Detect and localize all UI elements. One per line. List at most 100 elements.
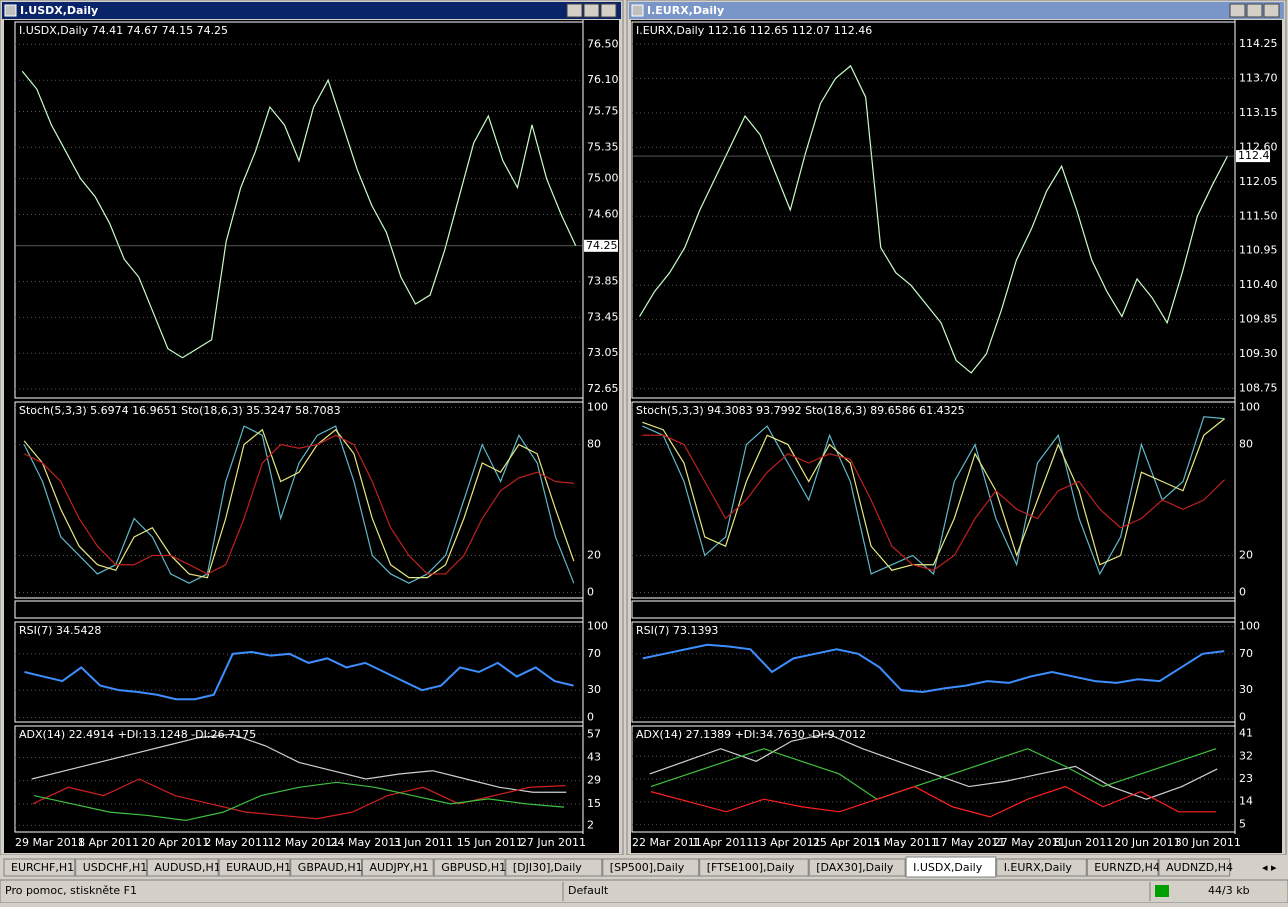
tab-label: [DAX30],Daily [816,861,894,874]
y-tick-label: 113.70 [1239,71,1278,84]
tab-label: [SP500],Daily [610,861,685,874]
x-tick-label: 27 Jun 2011 [520,836,586,849]
y-tick-label: 75.00 [587,172,619,185]
panel [14,621,584,723]
status-traffic: 44/3 kb [1208,884,1250,897]
y-tick-label: 57 [587,727,601,740]
y-tick-label: 15 [587,797,601,810]
y-tick-label: 0 [1239,710,1246,723]
indicator-line [31,733,567,793]
tab[interactable] [996,858,1087,877]
tab[interactable] [433,858,506,877]
panel [14,401,584,599]
tab[interactable] [3,858,76,877]
indicator-line [649,732,1218,800]
status-bar [0,879,1288,904]
tab-label: EURAUD,H1 [226,861,291,874]
tab-label: I.EURX,Daily [1004,861,1073,874]
y-tick-label: 108.75 [1239,382,1278,395]
y-tick-label: 111.50 [1239,209,1278,222]
tab[interactable] [1158,858,1231,877]
window-button[interactable] [1246,3,1263,18]
tab[interactable] [505,858,603,877]
window-button[interactable] [566,3,583,18]
panel-label: Stoch(5,3,3) 94.3083 93.7992 Sto(18,6,3)… [636,404,965,417]
y-tick-label: 72.65 [587,382,619,395]
x-tick-label: 24 May 2011 [331,836,403,849]
y-tick-label: 75.35 [587,140,619,153]
status-profile: Default [568,884,609,897]
y-tick-label: 80 [1239,438,1253,451]
y-tick-label: 5 [1239,817,1246,830]
y-tick-label: 30 [1239,683,1253,696]
y-tick-label: 14 [1239,795,1253,808]
tab[interactable] [146,858,219,877]
y-tick-label: 80 [587,438,601,451]
tab[interactable] [218,858,291,877]
tab[interactable] [1086,858,1159,877]
x-tick-label: 8 Jun 2011 [1054,836,1113,849]
tab-label: AUDUSD,H1 [154,861,220,874]
y-tick-label: 70 [1239,647,1253,660]
last-price-box [584,239,618,252]
x-tick-label: 2 May 2011 [204,836,269,849]
window-title: I.EURX,Daily [647,4,724,17]
y-tick-label: 23 [1239,772,1253,785]
status-help: Pro pomoc, stiskněte F1 [5,884,137,897]
y-tick-label: 0 [587,585,594,598]
empty-panel [14,600,584,619]
title-bar [2,2,621,19]
y-tick-label: 0 [1239,585,1246,598]
y-tick-label: 30 [587,683,601,696]
traffic-icon [1155,885,1169,897]
tab[interactable] [808,858,906,877]
chart-area [4,20,619,853]
x-tick-label: 27 May 2011 [994,836,1066,849]
x-tick-label: 12 May 2011 [267,836,339,849]
window-button[interactable] [583,3,600,18]
panel-label: ADX(14) 27.1389 +DI:34.7630 -DI:9.7012 [636,728,866,741]
tab-label: EURNZD,H4 [1094,861,1160,874]
x-tick-label: 5 May 2011 [873,836,938,849]
last-price: 112.46 [1238,149,1277,162]
y-tick-label: 73.85 [587,275,619,288]
x-tick-label: 30 Jun 2011 [1175,836,1241,849]
tab[interactable] [905,856,997,878]
y-tick-label: 100 [1239,620,1260,633]
indicator-line [23,434,574,575]
tab-label: USDCHF,H1 [83,861,148,874]
tab[interactable] [699,858,809,877]
y-tick-label: 114.25 [1239,37,1278,50]
indicator-line [642,434,1226,571]
window-button[interactable] [600,3,617,18]
window-icon [631,4,644,17]
tab[interactable] [290,858,362,877]
y-tick-label: 110.95 [1239,244,1278,257]
y-tick-label: 100 [587,620,608,633]
panel [14,21,584,399]
indicator-line [650,748,1217,800]
y-tick-label: 20 [1239,548,1253,561]
window-button[interactable] [1263,3,1280,18]
tab-scroll: ◂ ▸ [1262,861,1277,874]
y-tick-label: 2 [587,818,594,831]
tab[interactable] [602,858,700,877]
x-tick-label: 29 Mar 2011 [15,836,85,849]
window-button[interactable] [1229,3,1246,18]
x-tick-label: 3 Jun 2011 [394,836,453,849]
indicator-line [21,70,577,359]
panel [631,21,1236,399]
y-tick-label: 112.05 [1239,175,1278,188]
tab[interactable] [362,858,434,877]
tab[interactable] [75,858,147,877]
x-tick-label: 15 Jun 2011 [457,836,523,849]
y-tick-label: 76.50 [587,37,619,50]
tab-label: GBPUSD,H1 [441,861,506,874]
x-tick-label: 20 Apr 2011 [141,836,209,849]
x-tick-label: 22 Mar 2011 [632,836,702,849]
y-tick-label: 110.40 [1239,278,1278,291]
window-icon [4,4,17,17]
y-tick-label: 73.45 [587,310,619,323]
panel-label: Stoch(5,3,3) 5.6974 16.9651 Sto(18,6,3) … [19,404,341,417]
